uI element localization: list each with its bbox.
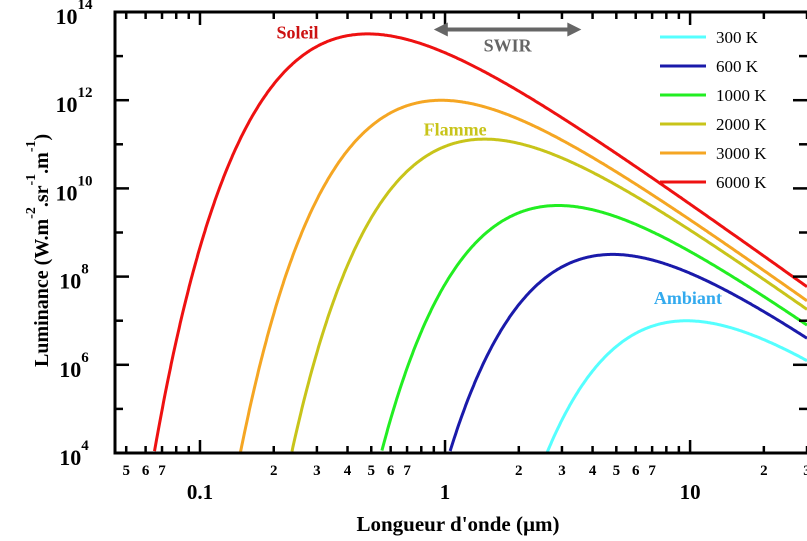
x-tick-label-major: 10 bbox=[680, 480, 701, 504]
x-tick-label-minor: 7 bbox=[158, 463, 166, 479]
x-tick-label-minor: 6 bbox=[142, 463, 150, 479]
legend-label-6000k: 6000 K bbox=[716, 173, 767, 192]
annotations: Soleil Flamme Ambiant bbox=[276, 23, 721, 308]
x-tick-labels: 0.1 1 105 6 7 2 3 4 5 6 7 2 3 4 5 6 7 2 3 bbox=[122, 463, 807, 504]
swir-arrow-left-head bbox=[433, 22, 448, 37]
legend-label-600k: 600 K bbox=[716, 57, 759, 76]
y-tick-label: 106 bbox=[59, 350, 89, 382]
swir-arrow-right-head bbox=[567, 22, 582, 37]
legend: 300 K 600 K 1000 K 2000 K 3000 K 6000 K bbox=[660, 28, 767, 192]
x-axis-title: Longueur d'onde (µm) bbox=[356, 512, 559, 536]
legend-label-1000k: 1000 K bbox=[716, 86, 767, 105]
annotation-ambiant: Ambiant bbox=[654, 288, 722, 308]
x-tick-label-major: 0.1 bbox=[187, 480, 213, 504]
x-tick-label-minor: 7 bbox=[403, 463, 411, 479]
series-line-3000k bbox=[239, 98, 807, 453]
x-tick-label-minor: 3 bbox=[803, 463, 807, 479]
x-tick-label-minor: 4 bbox=[589, 463, 597, 479]
x-tick-label-minor: 2 bbox=[515, 463, 523, 479]
x-tick-label-minor: 3 bbox=[313, 463, 321, 479]
y-axis-title: Luminance (W.m-2.sr-1.m-1) bbox=[24, 134, 53, 367]
x-tick-label-major: 1 bbox=[440, 480, 451, 504]
y-tick-label: 108 bbox=[59, 262, 89, 294]
axis-ticks bbox=[115, 10, 807, 455]
y-tick-label: 1010 bbox=[56, 173, 93, 205]
x-tick-label-minor: 5 bbox=[368, 463, 376, 479]
x-tick-label-minor: 6 bbox=[632, 463, 640, 479]
series-line-2000k bbox=[290, 137, 807, 452]
series-line-1000k bbox=[380, 204, 807, 451]
series-line-6000k bbox=[153, 32, 807, 452]
swir-band: SWIR bbox=[433, 22, 582, 56]
x-tick-label-minor: 3 bbox=[558, 463, 566, 479]
x-tick-label-minor: 4 bbox=[344, 463, 352, 479]
annotation-flamme: Flamme bbox=[424, 119, 487, 139]
legend-label-300k: 300 K bbox=[716, 28, 759, 47]
x-tick-label-minor: 6 bbox=[387, 463, 395, 479]
y-tick-label: 104 bbox=[59, 438, 89, 470]
swir-label: SWIR bbox=[484, 36, 533, 56]
x-tick-label-minor: 7 bbox=[648, 463, 656, 479]
x-tick-label-minor: 5 bbox=[613, 463, 621, 479]
legend-label-3000k: 3000 K bbox=[716, 144, 767, 163]
y-tick-labels: 104 106 108 1010 1012 1014 bbox=[56, 0, 94, 470]
y-tick-label: 1012 bbox=[56, 85, 93, 117]
legend-label-2000k: 2000 K bbox=[716, 115, 767, 134]
y-tick-label: 1014 bbox=[56, 0, 94, 29]
x-tick-label-minor: 2 bbox=[270, 463, 278, 479]
series-line-300k bbox=[545, 319, 807, 454]
x-tick-label-minor: 5 bbox=[122, 463, 130, 479]
series-line-600k bbox=[448, 252, 807, 452]
plot-frame bbox=[113, 10, 807, 455]
x-tick-label-minor: 2 bbox=[760, 463, 768, 479]
series-curves bbox=[153, 32, 807, 454]
annotation-soleil: Soleil bbox=[276, 23, 318, 43]
